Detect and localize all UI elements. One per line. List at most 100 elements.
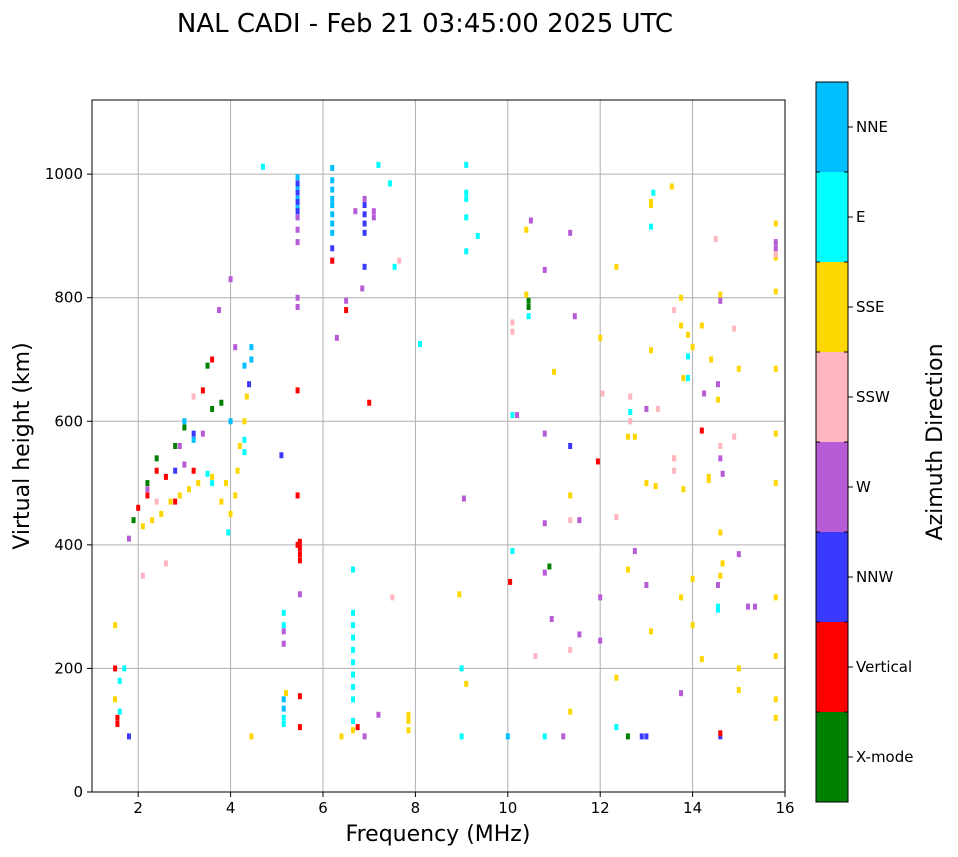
data-point <box>685 375 690 382</box>
y-tick-label: 0 <box>73 783 83 801</box>
data-point <box>390 594 395 601</box>
data-point <box>542 430 547 437</box>
data-point <box>649 198 654 205</box>
data-point <box>295 208 300 215</box>
data-point <box>716 381 721 388</box>
data-point <box>249 356 254 363</box>
data-point <box>716 396 721 403</box>
data-point <box>353 208 358 215</box>
data-point <box>210 473 215 480</box>
data-point <box>464 248 469 255</box>
data-point <box>281 705 286 712</box>
colorbar-segment <box>816 82 848 172</box>
data-point <box>632 433 637 440</box>
data-point <box>217 307 222 314</box>
data-point <box>713 236 718 243</box>
data-point <box>644 582 649 589</box>
data-point <box>508 578 513 585</box>
plot-frame <box>91 99 786 793</box>
data-point <box>210 405 215 412</box>
colorbar-label: NNE <box>856 118 888 136</box>
data-point <box>679 594 684 601</box>
data-point <box>223 480 228 487</box>
data-point <box>362 229 367 236</box>
data-point <box>362 211 367 218</box>
data-point <box>295 541 300 548</box>
data-point <box>418 341 423 348</box>
data-point <box>679 322 684 329</box>
data-point <box>632 548 637 555</box>
series-e <box>117 161 721 740</box>
data-point <box>228 418 233 425</box>
colorbar-label: Vertical <box>856 658 912 676</box>
data-point <box>297 538 302 545</box>
data-point <box>330 245 335 252</box>
data-point <box>526 297 531 304</box>
data-point <box>736 365 741 372</box>
data-point <box>210 480 215 487</box>
data-point <box>669 183 674 190</box>
data-point <box>510 328 515 335</box>
data-point <box>295 205 300 212</box>
data-point <box>699 427 704 434</box>
data-point <box>295 198 300 205</box>
data-point <box>163 560 168 567</box>
data-point <box>351 634 356 641</box>
data-point <box>177 443 182 449</box>
data-point <box>406 711 411 718</box>
data-point <box>295 174 300 181</box>
data-point <box>113 622 118 629</box>
series-nnw <box>126 180 723 740</box>
data-point <box>168 498 173 505</box>
data-point <box>126 733 131 740</box>
chart-title: NAL CADI - Feb 21 03:45:00 2025 UTC <box>177 9 673 39</box>
data-point <box>362 263 367 270</box>
data-point <box>644 480 649 487</box>
data-point <box>716 603 721 610</box>
data-point <box>732 433 737 440</box>
data-point <box>653 483 658 490</box>
data-point <box>334 334 339 341</box>
data-point <box>547 563 552 570</box>
data-point <box>297 591 302 598</box>
data-point <box>568 443 573 449</box>
data-point <box>685 331 690 338</box>
data-point <box>281 640 286 647</box>
data-point <box>464 195 469 202</box>
data-point <box>598 334 603 341</box>
data-point <box>260 163 265 170</box>
x-tick-label: 12 <box>591 799 610 817</box>
data-point <box>284 690 289 697</box>
data-point <box>297 557 302 564</box>
data-point <box>295 183 300 190</box>
data-point <box>526 313 531 320</box>
data-point <box>191 436 196 443</box>
data-point <box>173 467 178 474</box>
data-point <box>464 161 469 168</box>
data-point <box>568 517 573 524</box>
data-point <box>351 717 356 724</box>
data-point <box>625 566 630 573</box>
data-point <box>330 195 335 202</box>
data-point <box>752 603 757 610</box>
data-point <box>297 551 302 558</box>
data-point <box>154 467 159 474</box>
series-nne <box>182 164 510 740</box>
data-point <box>773 430 778 437</box>
data-point <box>362 733 367 740</box>
data-point <box>140 523 145 530</box>
data-point <box>173 498 178 505</box>
series-ssw <box>140 236 778 660</box>
data-point <box>542 733 547 740</box>
data-point <box>187 486 192 493</box>
data-point <box>718 297 723 304</box>
data-point <box>249 733 254 740</box>
x-tick-label: 16 <box>775 799 794 817</box>
data-point <box>330 177 335 184</box>
data-point <box>720 470 725 477</box>
data-point <box>773 288 778 295</box>
data-point <box>464 680 469 687</box>
data-point <box>549 616 554 622</box>
data-point <box>720 560 725 567</box>
data-point <box>625 433 630 440</box>
